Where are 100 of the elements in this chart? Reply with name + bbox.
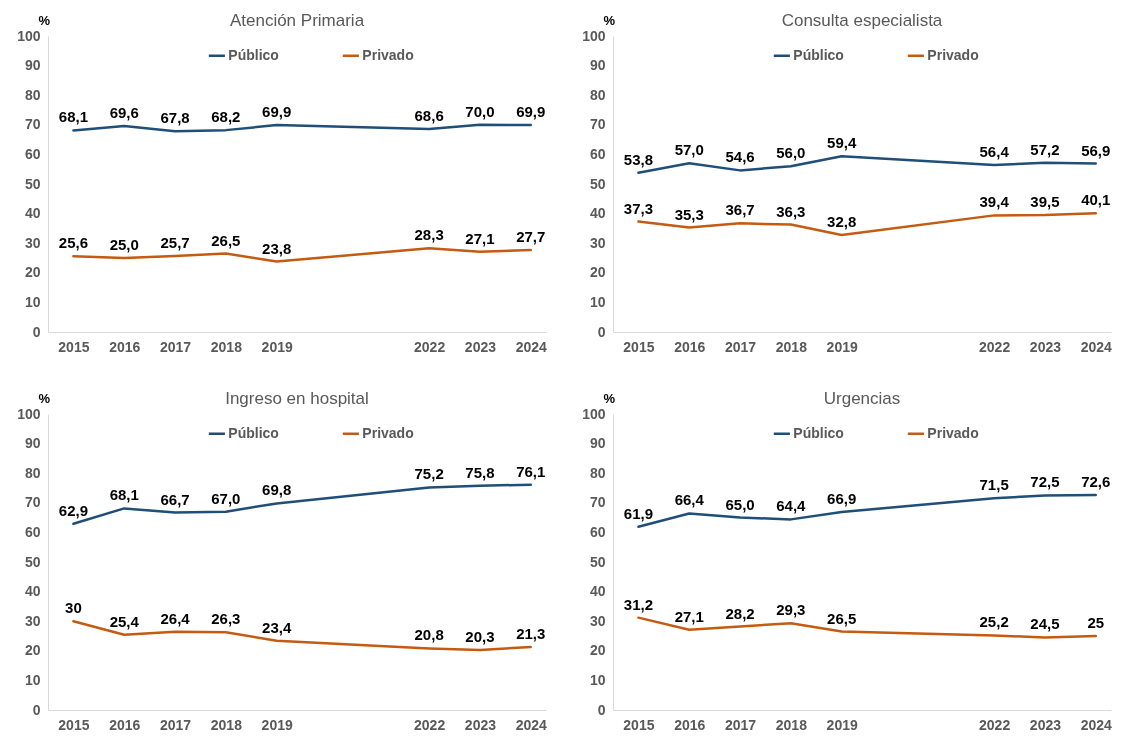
x-tick-label: 2024 [1080, 338, 1113, 355]
data-label: 30 [65, 599, 82, 617]
data-label: 26,5 [827, 609, 857, 627]
data-label: 20,8 [414, 626, 444, 644]
y-tick-label: 70 [589, 116, 606, 133]
x-tick-label: 2019 [261, 338, 293, 355]
data-label: 64,4 [776, 497, 807, 515]
data-label: 26,4 [160, 609, 191, 627]
data-label: 39,4 [979, 193, 1010, 211]
data-label: 66,4 [674, 491, 705, 509]
data-label: 75,2 [414, 465, 444, 483]
data-label: 76,1 [516, 462, 546, 480]
y-axis-title: % [38, 390, 51, 406]
x-tick-label: 2023 [1029, 716, 1062, 733]
y-tick-label: 50 [589, 553, 606, 570]
x-tick-label: 2022 [979, 338, 1011, 355]
x-tick-label: 2024 [515, 338, 548, 355]
y-tick-label: 70 [24, 116, 41, 133]
data-label: 36,7 [725, 201, 755, 219]
y-tick-label: 90 [589, 57, 606, 74]
data-label: 68,6 [414, 106, 444, 124]
x-tick-label: 2022 [979, 716, 1011, 733]
data-label: 69,9 [516, 103, 546, 121]
data-label: 68,1 [109, 486, 139, 504]
y-tick-label: 90 [589, 435, 606, 452]
y-tick-label: 70 [24, 494, 41, 511]
data-label: 69,6 [109, 103, 139, 121]
y-tick-label: 50 [589, 175, 606, 192]
data-label: 68,1 [58, 108, 89, 126]
x-tick-label: 2018 [775, 716, 808, 733]
data-label: 57,0 [674, 141, 704, 159]
x-tick-label: 2019 [826, 338, 858, 355]
data-label: 68,2 [211, 108, 241, 126]
legend-label: Privado [362, 424, 414, 441]
data-label: 62,9 [58, 501, 89, 519]
x-tick-label: 2015 [58, 716, 90, 733]
y-tick-label: 30 [24, 234, 41, 251]
x-tick-label: 2016 [674, 716, 706, 733]
data-label: 28,3 [414, 226, 444, 244]
y-tick-label: 10 [24, 293, 41, 310]
y-tick-label: 80 [24, 464, 41, 481]
data-label: 28,2 [725, 604, 755, 622]
x-tick-label: 2023 [464, 716, 497, 733]
x-tick-label: 2018 [210, 716, 243, 733]
y-tick-label: 40 [589, 583, 606, 600]
x-tick-label: 2016 [109, 716, 141, 733]
data-label: 25,4 [109, 612, 140, 630]
y-tick-label: 60 [589, 523, 606, 540]
chart-title: Atención Primaria [229, 11, 365, 30]
y-tick-label: 10 [24, 671, 41, 688]
y-tick-label: 60 [589, 145, 606, 162]
data-label: 23,4 [262, 618, 292, 636]
data-label: 59,4 [827, 134, 857, 152]
y-tick-label: 60 [24, 145, 41, 162]
chart-title: Ingreso en hospital [225, 389, 369, 408]
legend-label: Privado [927, 424, 979, 441]
data-label: 39,5 [1030, 193, 1060, 211]
y-tick-label: 20 [24, 264, 41, 281]
y-tick-label: 0 [597, 323, 606, 340]
x-tick-label: 2019 [826, 716, 858, 733]
data-label: 29,3 [776, 601, 806, 619]
data-label: 25,2 [979, 613, 1009, 631]
y-tick-label: 0 [32, 701, 41, 718]
x-tick-label: 2018 [775, 338, 808, 355]
y-axis-title: % [603, 390, 616, 406]
y-tick-label: 80 [589, 86, 606, 103]
data-label: 24,5 [1030, 615, 1060, 633]
data-label: 54,6 [725, 148, 755, 166]
x-tick-label: 2017 [724, 716, 757, 733]
y-tick-label: 100 [582, 405, 606, 422]
x-tick-label: 2022 [414, 716, 446, 733]
y-tick-label: 10 [589, 293, 606, 310]
y-tick-label: 80 [589, 464, 606, 481]
legend-label: Público [228, 424, 279, 441]
x-tick-label: 2018 [210, 338, 243, 355]
y-tick-label: 0 [32, 323, 41, 340]
x-tick-label: 2017 [159, 338, 192, 355]
x-tick-label: 2022 [414, 338, 446, 355]
legend-label: Público [228, 46, 279, 63]
y-tick-label: 90 [24, 57, 41, 74]
x-tick-label: 2015 [623, 716, 655, 733]
y-tick-label: 30 [24, 612, 41, 629]
data-label: 69,8 [262, 481, 292, 499]
y-tick-label: 80 [24, 86, 41, 103]
data-label: 72,6 [1081, 473, 1111, 491]
y-axis-title: % [38, 12, 51, 28]
x-tick-label: 2023 [464, 338, 497, 355]
x-tick-label: 2017 [159, 716, 192, 733]
y-tick-label: 50 [24, 553, 41, 570]
y-tick-label: 10 [589, 671, 606, 688]
y-tick-label: 50 [24, 175, 41, 192]
data-label: 56,9 [1081, 141, 1111, 159]
data-label: 56,0 [776, 144, 806, 162]
y-tick-label: 100 [582, 27, 606, 44]
data-label: 70,0 [465, 102, 495, 120]
data-label: 25,6 [58, 234, 89, 252]
x-tick-label: 2017 [724, 338, 757, 355]
chart-title: Urgencias [823, 389, 901, 408]
data-label: 31,2 [623, 595, 654, 613]
x-tick-label: 2016 [109, 338, 141, 355]
